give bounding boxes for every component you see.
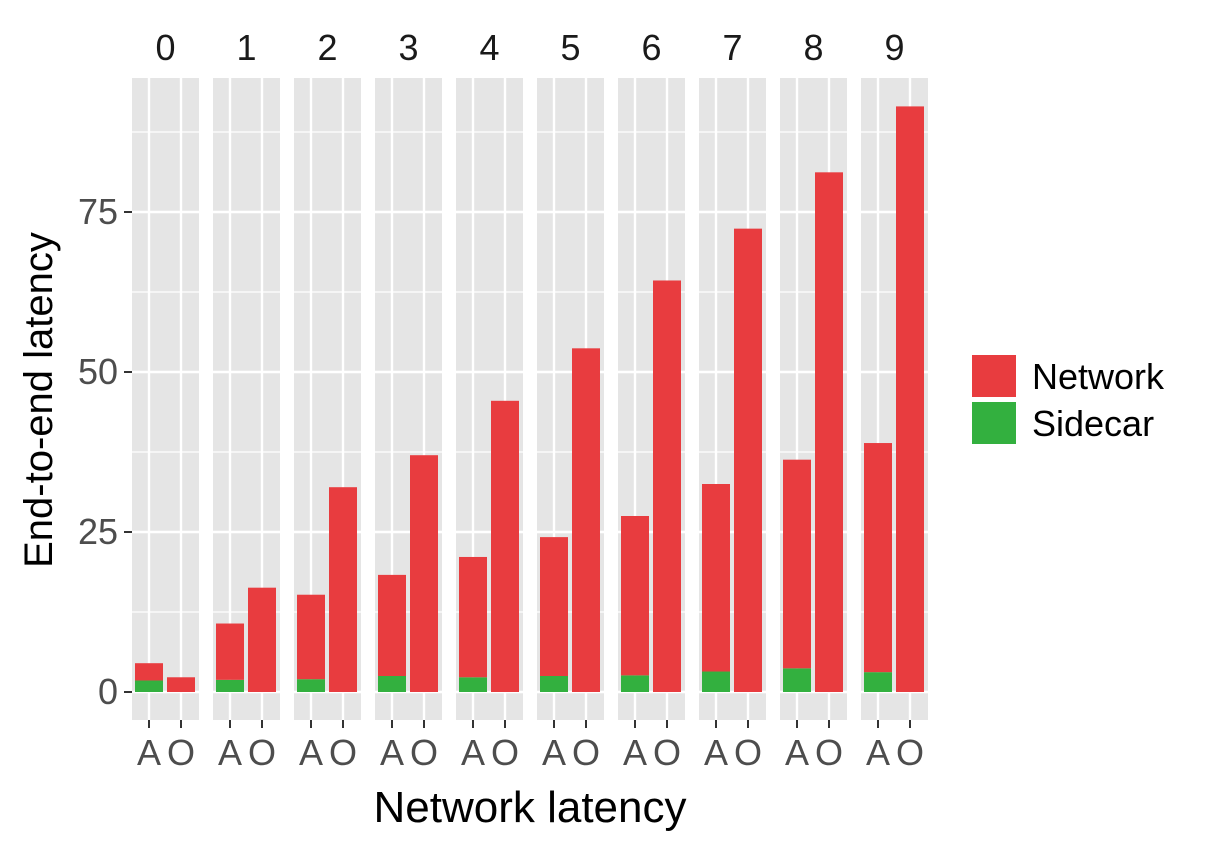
panel-background xyxy=(132,78,199,720)
bar-sidecar xyxy=(702,671,730,692)
bar-sidecar xyxy=(621,675,649,692)
facet-panel: A O 8 xyxy=(780,27,847,773)
x-tick-label: A xyxy=(623,732,647,773)
x-tick-label: A xyxy=(785,732,809,773)
bar-network xyxy=(783,459,811,669)
bar-network xyxy=(734,228,762,692)
bar-network xyxy=(653,280,681,692)
facet-panel: A O 2 xyxy=(294,27,361,773)
bar-sidecar xyxy=(297,679,325,692)
legend-key-sidecar xyxy=(972,402,1016,444)
y-tick-label: 75 xyxy=(78,191,118,232)
x-tick-label: A xyxy=(137,732,161,773)
bar-network xyxy=(329,487,357,692)
x-tick-label: O xyxy=(491,732,519,773)
bar-network xyxy=(491,400,519,692)
x-tick-label: A xyxy=(461,732,485,773)
facet-panel: A O 9 xyxy=(861,27,928,773)
y-axis: 0 25 50 75 xyxy=(78,191,132,712)
bar-network xyxy=(297,594,325,680)
facet-label: 6 xyxy=(641,27,661,68)
facet-label: 5 xyxy=(560,27,580,68)
facet-label: 8 xyxy=(803,27,823,68)
facet-panel: A O 0 xyxy=(132,27,199,773)
facet-label: 7 xyxy=(722,27,742,68)
bar-network xyxy=(216,623,244,680)
facet-panel: A O 1 xyxy=(213,27,280,773)
y-tick-label: 0 xyxy=(98,671,118,712)
x-tick-label: O xyxy=(815,732,843,773)
facet-panel: A O 3 xyxy=(375,27,442,773)
x-tick-label: O xyxy=(734,732,762,773)
legend: Network Sidecar xyxy=(972,355,1165,444)
x-tick-label: O xyxy=(410,732,438,773)
bar-network xyxy=(378,574,406,676)
facet-panels: A O0A O1A O2A O3A O4A O5A O6A O7A O8A O9 xyxy=(132,27,928,773)
x-tick-label: A xyxy=(704,732,728,773)
bar-network xyxy=(864,443,892,673)
facet-panel: A O 4 xyxy=(456,27,523,773)
facet-label: 1 xyxy=(236,27,256,68)
x-tick-label: O xyxy=(167,732,195,773)
facet-label: 2 xyxy=(317,27,337,68)
y-axis-label: End-to-end latency xyxy=(17,232,61,568)
x-axis-label: Network latency xyxy=(373,783,686,832)
facet-panel: A O 6 xyxy=(618,27,685,773)
x-tick-label: O xyxy=(572,732,600,773)
facet-panel: A O 5 xyxy=(537,27,604,773)
bar-network xyxy=(459,556,487,678)
bar-network xyxy=(410,455,438,692)
x-tick-label: O xyxy=(653,732,681,773)
bar-network xyxy=(702,484,730,672)
bar-sidecar xyxy=(216,679,244,692)
x-tick-label: A xyxy=(542,732,566,773)
x-tick-label: A xyxy=(866,732,890,773)
x-tick-label: O xyxy=(329,732,357,773)
bar-network xyxy=(167,677,195,692)
x-tick-label: A xyxy=(218,732,242,773)
bar-sidecar xyxy=(135,680,163,692)
y-tick-label: 50 xyxy=(78,351,118,392)
bar-sidecar xyxy=(864,672,892,692)
facet-label: 3 xyxy=(398,27,418,68)
legend-label: Network xyxy=(1032,356,1165,397)
x-tick-label: A xyxy=(380,732,404,773)
bar-sidecar xyxy=(540,676,568,692)
facet-label: 9 xyxy=(884,27,904,68)
x-tick-label: O xyxy=(248,732,276,773)
legend-key-network xyxy=(972,355,1016,397)
facet-label: 4 xyxy=(479,27,499,68)
bar-network xyxy=(540,537,568,676)
bar-network xyxy=(572,348,600,692)
x-tick-label: A xyxy=(299,732,323,773)
x-tick-label: O xyxy=(896,732,924,773)
bar-sidecar xyxy=(459,677,487,692)
bar-sidecar xyxy=(378,676,406,692)
legend-label: Sidecar xyxy=(1032,403,1154,444)
y-tick-label: 25 xyxy=(78,511,118,552)
bar-sidecar xyxy=(783,668,811,692)
bar-network xyxy=(248,587,276,692)
bar-network xyxy=(815,172,843,692)
bar-network xyxy=(135,663,163,681)
bar-network xyxy=(896,106,924,692)
facet-panel: A O 7 xyxy=(699,27,766,773)
facet-label: 0 xyxy=(155,27,175,68)
bar-network xyxy=(621,516,649,676)
